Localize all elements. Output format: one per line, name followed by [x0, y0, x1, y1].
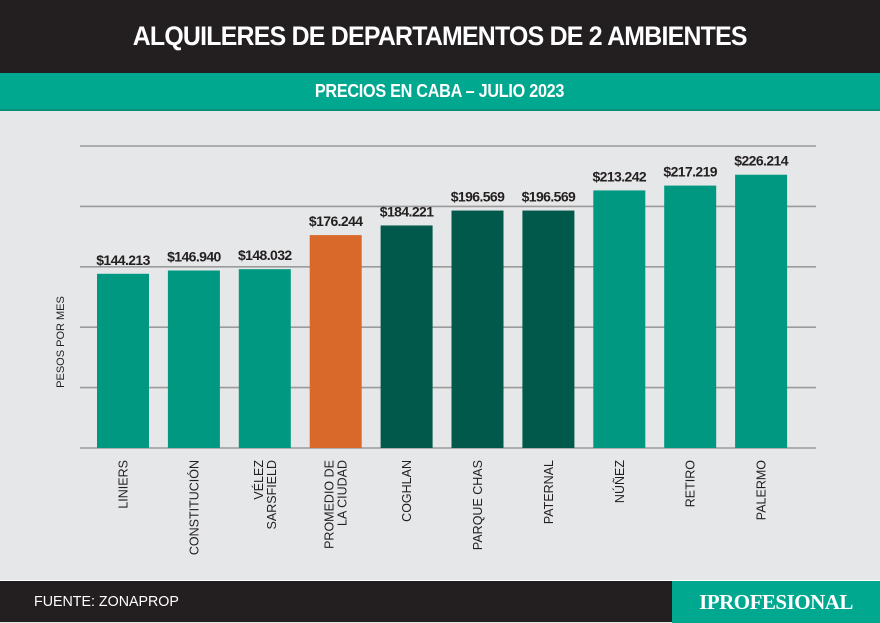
bars — [97, 174, 788, 448]
bar — [97, 273, 149, 448]
source-text: FUENTE: ZONAPROP — [34, 593, 179, 610]
x-tick-label-line: LINIERS — [117, 460, 131, 509]
bar — [522, 210, 575, 448]
x-tick-label-line: PROMEDIO DE — [323, 460, 337, 549]
x-tick-label-line: VÉLEZ — [251, 460, 266, 500]
x-tick-label: LINIERS — [117, 460, 131, 509]
x-tick-label: PROMEDIO DE LA CIUDAD — [323, 460, 350, 549]
data-label: $148.032 — [238, 247, 292, 263]
brand-logo: IPROFESIONAL — [672, 581, 880, 623]
x-tick-label: VÉLEZ SARSFIELD — [251, 460, 279, 530]
chart-subtitle: PRECIOS EN CABA – JULIO 2023 — [315, 80, 565, 101]
x-tick-label: CONSTITUCIÓN — [186, 460, 201, 555]
x-tick-label: PARQUE CHAS — [471, 460, 485, 550]
x-tick-label-line: PARQUE CHAS — [471, 460, 485, 550]
x-tick-label-line: LA CIUDAD — [336, 460, 350, 526]
x-tick-label: COGHLAN — [400, 460, 414, 522]
x-tick-label: PALERMO — [755, 460, 769, 520]
bar-chart: $144.213 $146.940 $148.032 $176.244 $184.221… — [0, 112, 880, 578]
x-tick-label-line: SARSFIELD — [265, 460, 279, 529]
data-label: $226.214 — [734, 153, 788, 169]
data-label: $146.940 — [167, 248, 221, 264]
data-labels: $144.213 $146.940 $148.032 $176.244 $184.221… — [96, 153, 789, 268]
bar — [593, 190, 646, 448]
x-tick-label-line: NÚÑEZ — [612, 460, 627, 503]
bar-chart-svg: $144.213 $146.940 $148.032 $176.244 $184.221… — [55, 145, 816, 555]
x-tick-labels: LINIERS CONSTITUCIÓN VÉLEZ SARSFIELD PROMEDI… — [117, 460, 769, 555]
x-tick-label-line: COGHLAN — [400, 460, 414, 522]
x-tick-label-line: RETIRO — [684, 460, 698, 508]
data-label: $196.569 — [522, 189, 576, 205]
bar — [451, 210, 504, 448]
x-tick-label-line: PATERNAL — [542, 460, 556, 524]
bar — [735, 174, 788, 448]
y-axis-label: PESOS POR MES — [55, 296, 67, 388]
x-tick-label: RETIRO — [684, 460, 698, 508]
chart-subheader: PRECIOS EN CABA – JULIO 2023 — [0, 73, 880, 111]
data-label: $196.569 — [451, 189, 505, 205]
data-label: $144.213 — [96, 252, 150, 268]
x-tick-label-line: CONSTITUCIÓN — [186, 460, 201, 555]
bar — [664, 185, 717, 448]
bar — [238, 269, 291, 448]
data-label: $184.221 — [380, 203, 434, 219]
bar — [309, 235, 362, 448]
bar — [167, 270, 220, 448]
data-label: $213.242 — [593, 168, 647, 184]
footer: FUENTE: ZONAPROP IPROFESIONAL — [0, 580, 880, 623]
bar — [380, 225, 433, 448]
x-tick-label: NÚÑEZ — [612, 460, 627, 503]
chart-title: ALQUILERES DE DEPARTAMENTOS DE 2 AMBIENT… — [132, 21, 748, 51]
data-label: $217.219 — [663, 164, 717, 180]
x-tick-label: PATERNAL — [542, 460, 556, 524]
chart-header: ALQUILERES DE DEPARTAMENTOS DE 2 AMBIENT… — [0, 0, 880, 73]
data-label: $176.244 — [309, 213, 363, 229]
x-tick-label-line: PALERMO — [755, 460, 769, 520]
